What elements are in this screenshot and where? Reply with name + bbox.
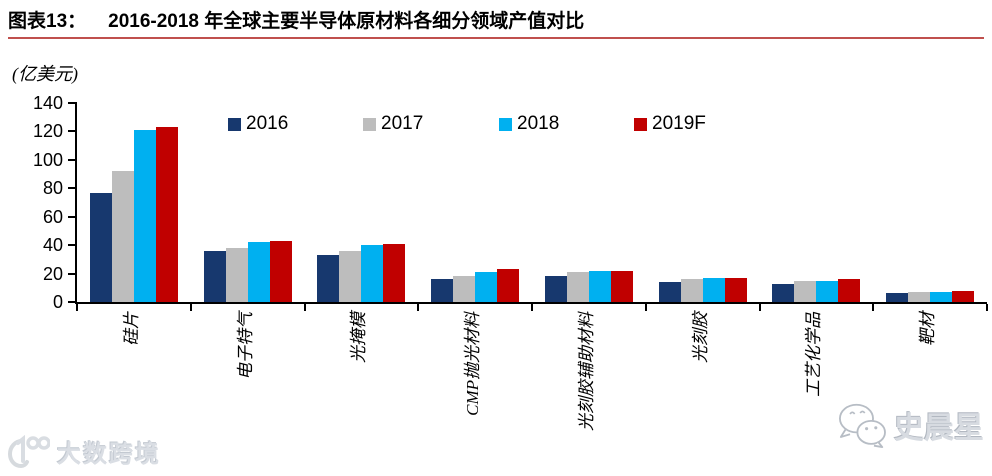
y-axis-tick-label: 140 bbox=[32, 93, 63, 113]
bar-2017 bbox=[794, 280, 817, 302]
bar-2016 bbox=[89, 192, 112, 302]
title-underline bbox=[8, 37, 984, 39]
legend-item-2018: 2018 bbox=[499, 114, 559, 134]
x-axis-tick bbox=[644, 304, 647, 311]
y-axis-tick bbox=[68, 102, 77, 104]
legend-item-2019F: 2019F bbox=[634, 114, 706, 134]
bar-2018 bbox=[702, 277, 725, 302]
bar-2019F bbox=[269, 240, 292, 302]
bar-chart-plot-area: 0 20 40 60 80 100 120 140 bbox=[33, 93, 988, 312]
y-axis-tick-label: 100 bbox=[32, 149, 63, 170]
figure-title: 2016-2018 年全球主要半导体原材料各细分领域产值对比 bbox=[108, 11, 585, 32]
bar-2017 bbox=[453, 276, 476, 302]
watermark-bottom-left: 大数跨境 bbox=[8, 434, 161, 469]
bar-2019F bbox=[383, 243, 406, 302]
category-label: 光刻胶辅助材料 bbox=[576, 312, 596, 431]
bar-2019F bbox=[724, 277, 747, 302]
legend-item-2017: 2017 bbox=[363, 114, 423, 134]
bar-2018 bbox=[133, 130, 156, 302]
category-label: 工艺化学品 bbox=[804, 312, 824, 397]
y-axis-tick-label: 40 bbox=[42, 235, 63, 256]
wechat-icon bbox=[839, 403, 886, 448]
dashu-100-logo-icon bbox=[8, 434, 50, 468]
category-label: 光刻胶 bbox=[690, 312, 710, 363]
bar-2017 bbox=[566, 272, 589, 302]
bar-2016 bbox=[431, 279, 454, 302]
x-axis-tick bbox=[303, 304, 306, 311]
figure-number: 图表13： bbox=[8, 11, 87, 32]
bar-2018 bbox=[588, 270, 611, 302]
bar-2017 bbox=[111, 171, 134, 302]
figure-header: 图表13： 2016-2018 年全球主要半导体原材料各细分领域产值对比 bbox=[8, 8, 984, 36]
bar-2016 bbox=[203, 250, 226, 302]
legend-swatch bbox=[634, 117, 647, 131]
x-axis-category-labels: 硅片 电子特气 光掩模 CMP抛光材料 光刻胶辅助材料 光刻胶 工艺化学品 靶材 bbox=[75, 312, 985, 472]
bar-2017 bbox=[225, 248, 248, 302]
x-axis-tick bbox=[531, 304, 533, 311]
category-label: 光掩模 bbox=[349, 312, 369, 363]
bar-2016 bbox=[772, 283, 795, 302]
bar-2019F bbox=[155, 127, 178, 302]
y-axis-tick bbox=[68, 244, 77, 247]
watermark-right-label: 史晨星 bbox=[894, 412, 984, 445]
bar-2016 bbox=[886, 293, 909, 302]
bar-2019F bbox=[610, 270, 633, 302]
legend-label: 2016 bbox=[246, 113, 289, 134]
bar-2018 bbox=[475, 272, 498, 302]
y-axis-tick-label: 80 bbox=[42, 178, 63, 199]
legend-swatch bbox=[363, 117, 376, 131]
x-axis-tick bbox=[872, 304, 875, 311]
legend-label: 2017 bbox=[381, 113, 424, 134]
x-axis-tick bbox=[417, 304, 420, 311]
bar-2017 bbox=[339, 250, 362, 302]
y-axis-tick-label: 120 bbox=[32, 121, 63, 142]
y-axis-tick-label: 0 bbox=[52, 292, 63, 312]
y-axis-tick bbox=[68, 301, 77, 303]
bar-2017 bbox=[908, 292, 931, 302]
legend-item-2016: 2016 bbox=[228, 114, 288, 134]
y-axis-tick bbox=[68, 272, 77, 275]
watermark-bottom-right: 史晨星 bbox=[836, 402, 984, 448]
x-axis-tick bbox=[189, 304, 192, 311]
y-axis-tick bbox=[68, 215, 77, 218]
y-axis-tick bbox=[68, 187, 77, 190]
category-label: 电子特气 bbox=[235, 312, 255, 380]
y-axis-tick-label: 60 bbox=[42, 206, 63, 227]
legend-swatch bbox=[499, 117, 512, 131]
x-axis-tick bbox=[76, 304, 78, 311]
legend-label: 2019F bbox=[652, 113, 706, 134]
legend-label: 2018 bbox=[517, 113, 560, 134]
y-axis-tick bbox=[68, 130, 77, 133]
bar-2016 bbox=[544, 276, 567, 302]
x-axis-tick bbox=[758, 304, 761, 311]
category-label: 靶材 bbox=[918, 312, 938, 346]
bar-2018 bbox=[361, 245, 384, 302]
bar-2018 bbox=[816, 280, 839, 302]
bar-2019F bbox=[838, 279, 861, 302]
x-axis-tick bbox=[986, 304, 988, 311]
category-label: CMP抛光材料 bbox=[463, 312, 483, 416]
bar-2016 bbox=[658, 282, 681, 302]
y-axis-tick-label: 20 bbox=[42, 263, 63, 284]
y-axis-unit-label: (亿美元) bbox=[12, 64, 78, 84]
bar-2016 bbox=[317, 255, 340, 302]
bar-2018 bbox=[247, 242, 270, 302]
watermark-left-label: 大数跨境 bbox=[57, 441, 161, 468]
y-axis-tick bbox=[68, 158, 77, 161]
bar-2018 bbox=[930, 292, 953, 302]
legend-swatch bbox=[228, 117, 241, 131]
bar-2019F bbox=[497, 269, 520, 302]
bar-2017 bbox=[680, 279, 703, 302]
bar-2019F bbox=[952, 290, 975, 302]
category-label: 硅片 bbox=[121, 312, 141, 346]
